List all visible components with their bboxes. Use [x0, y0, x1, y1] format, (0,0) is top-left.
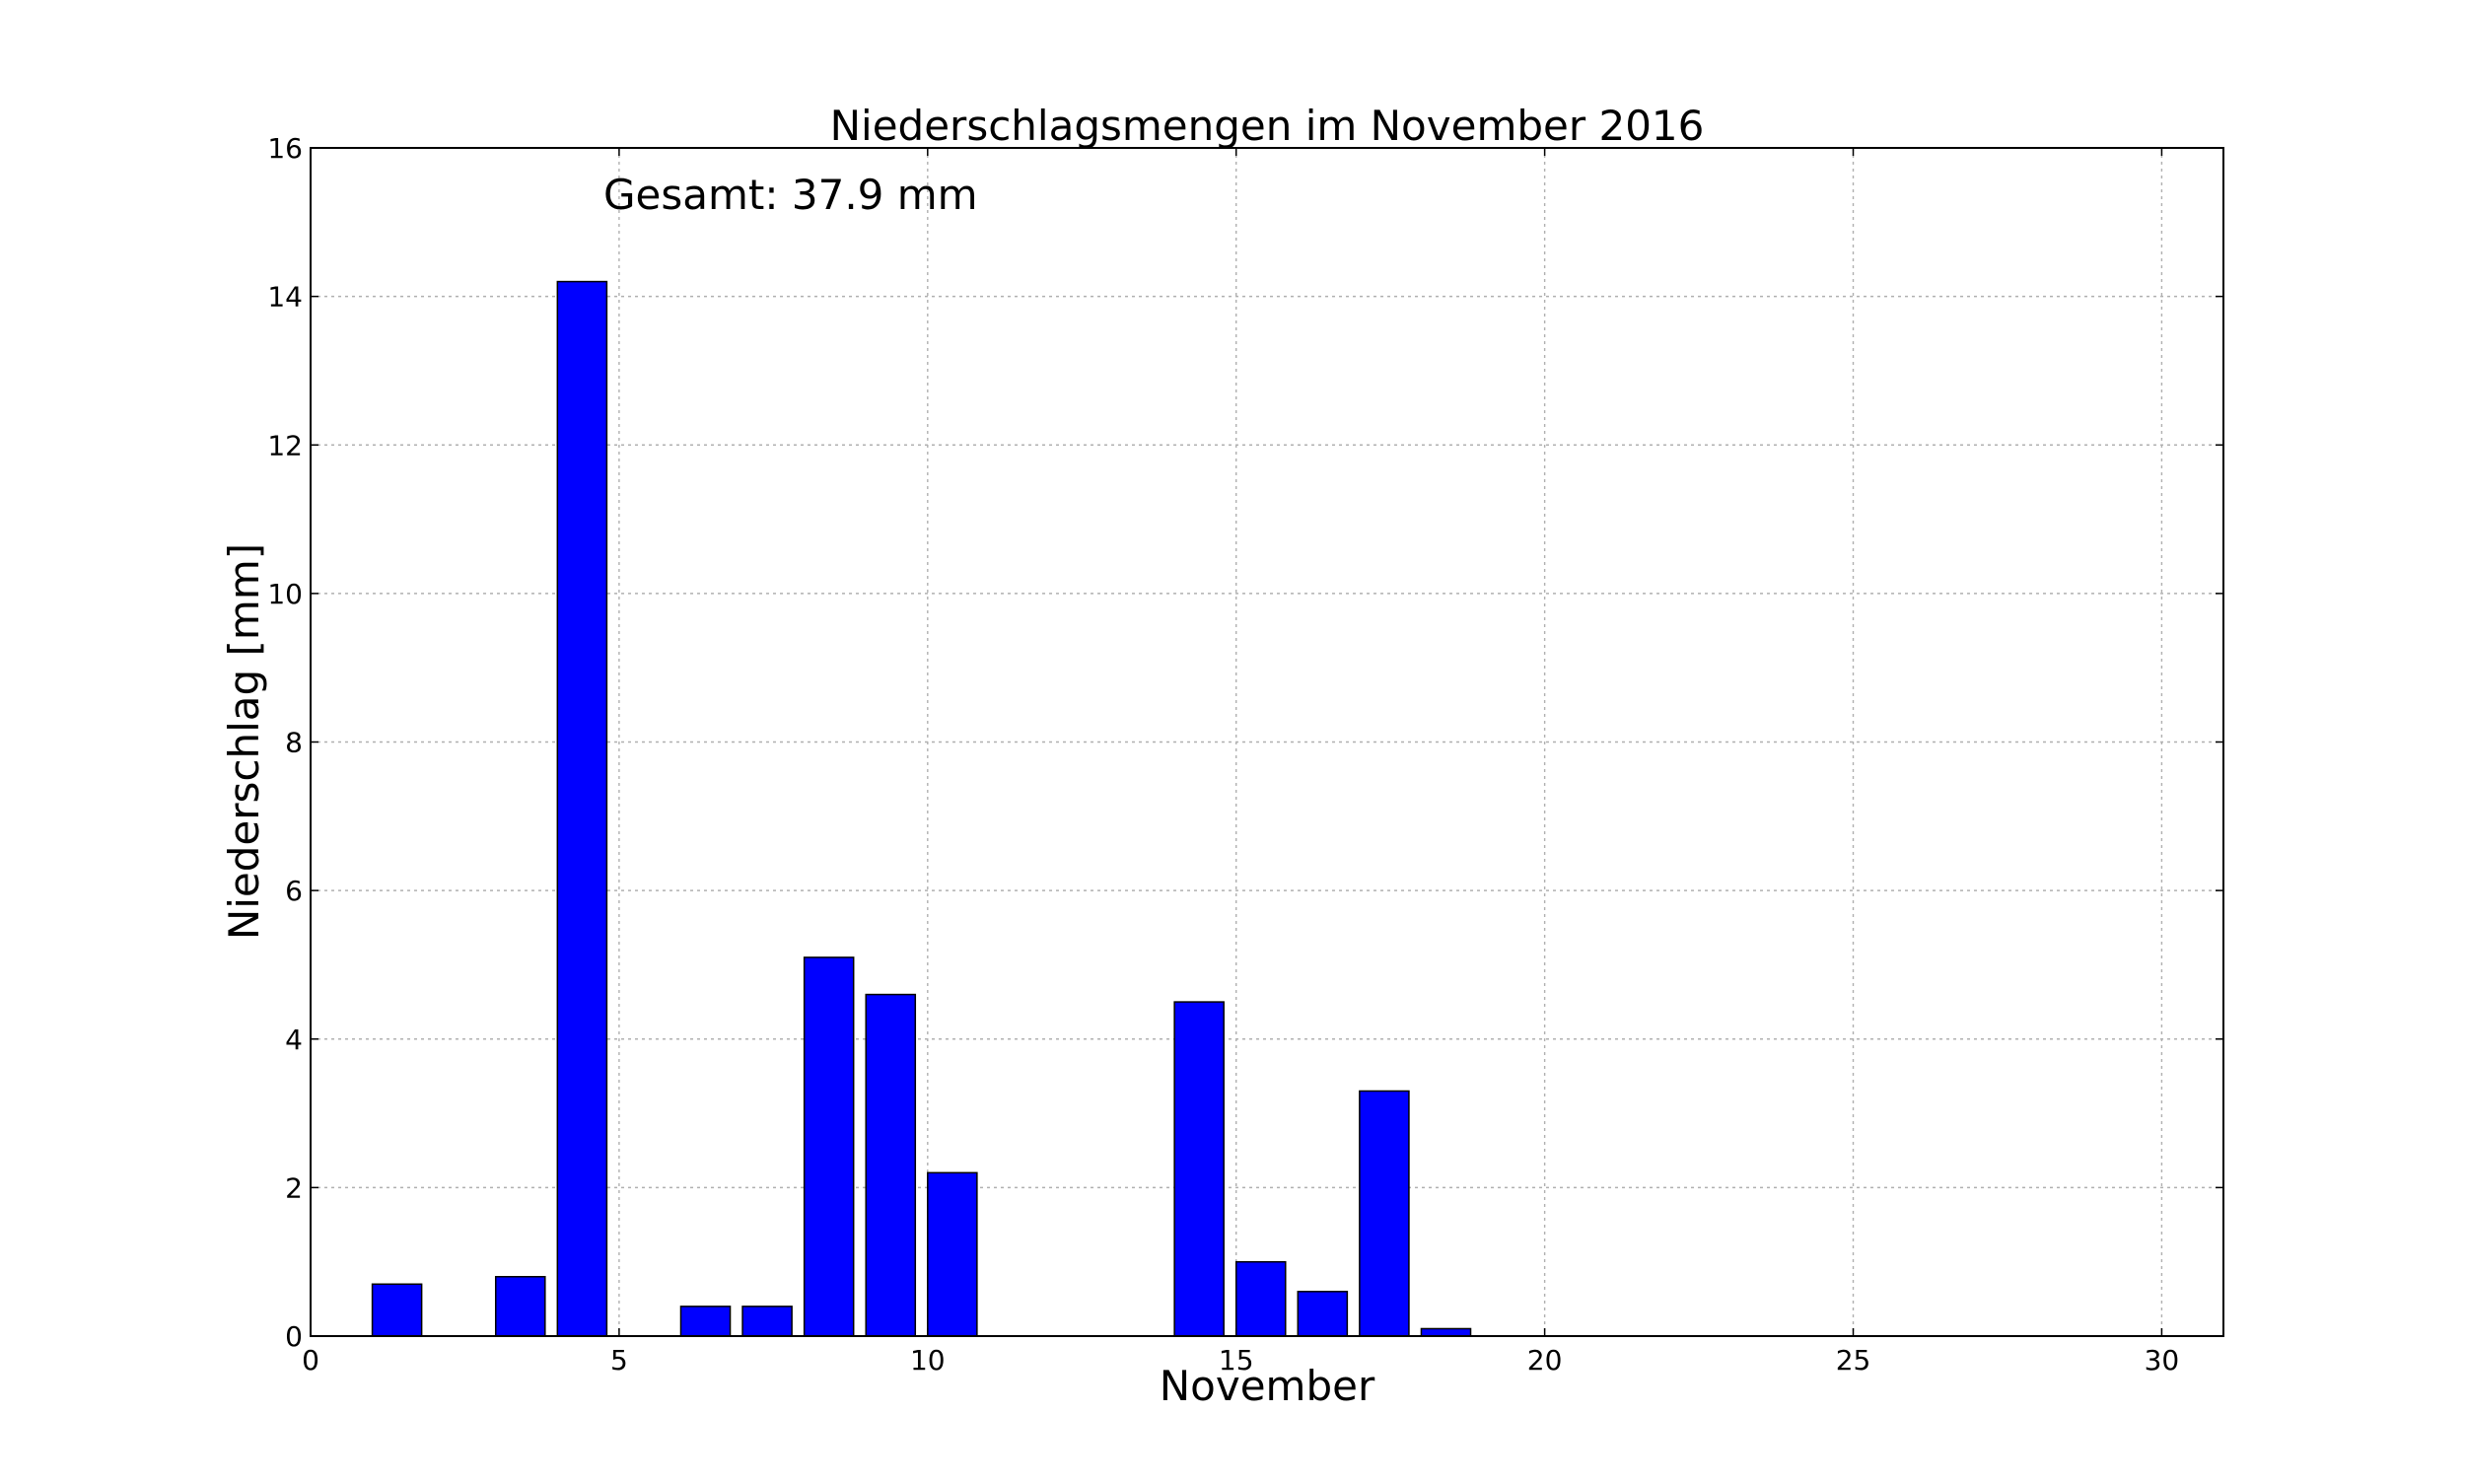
- x-tick-labels: 0 5 10 15 20 25 30: [302, 1344, 2179, 1377]
- bar-day-8: [803, 956, 855, 1337]
- y-tick-label: 6: [285, 875, 303, 907]
- bar-day-9: [865, 993, 917, 1337]
- y-tick-label: 12: [267, 429, 303, 461]
- y-tick-label: 2: [285, 1171, 303, 1204]
- bar-day-10: [927, 1171, 978, 1337]
- y-tick-label: 8: [285, 727, 303, 759]
- bar-day-1: [371, 1283, 423, 1337]
- x-tick-label: 10: [910, 1344, 946, 1377]
- y-axis-label: Niederschlag [mm]: [220, 543, 268, 940]
- chart-title: Niederschlagsmengen im November 2016: [830, 102, 1705, 150]
- total-annotation: Gesamt: 37.9 mm: [603, 171, 978, 219]
- bar-day-17: [1359, 1090, 1410, 1337]
- x-tick-label: 30: [2145, 1344, 2180, 1377]
- bar-day-6: [679, 1306, 732, 1337]
- y-tick-label: 16: [267, 132, 303, 165]
- bar-day-7: [741, 1306, 793, 1337]
- bar-day-15: [1234, 1260, 1287, 1337]
- x-tick-label: 20: [1527, 1344, 1563, 1377]
- x-axis-label: November: [1160, 1362, 1375, 1410]
- bar-day-4: [556, 280, 608, 1337]
- y-tick-labels: 0 2 4 6 8 10 12 14 16: [267, 132, 303, 1353]
- ticks: [310, 147, 2223, 1337]
- bar-day-3: [494, 1276, 546, 1337]
- x-tick-label: 25: [1836, 1344, 1871, 1377]
- y-tick-label: 10: [267, 578, 303, 610]
- y-tick-label: 14: [267, 281, 303, 314]
- y-tick-label: 0: [285, 1320, 303, 1353]
- x-tick-label: 0: [302, 1344, 319, 1377]
- y-tick-label: 4: [285, 1024, 303, 1056]
- x-tick-label: 15: [1219, 1344, 1254, 1377]
- bar-day-14: [1173, 1001, 1225, 1337]
- x-tick-label: 5: [610, 1344, 628, 1377]
- bar-day-18: [1420, 1327, 1472, 1337]
- bar-day-16: [1297, 1291, 1349, 1337]
- bars: [371, 280, 1472, 1337]
